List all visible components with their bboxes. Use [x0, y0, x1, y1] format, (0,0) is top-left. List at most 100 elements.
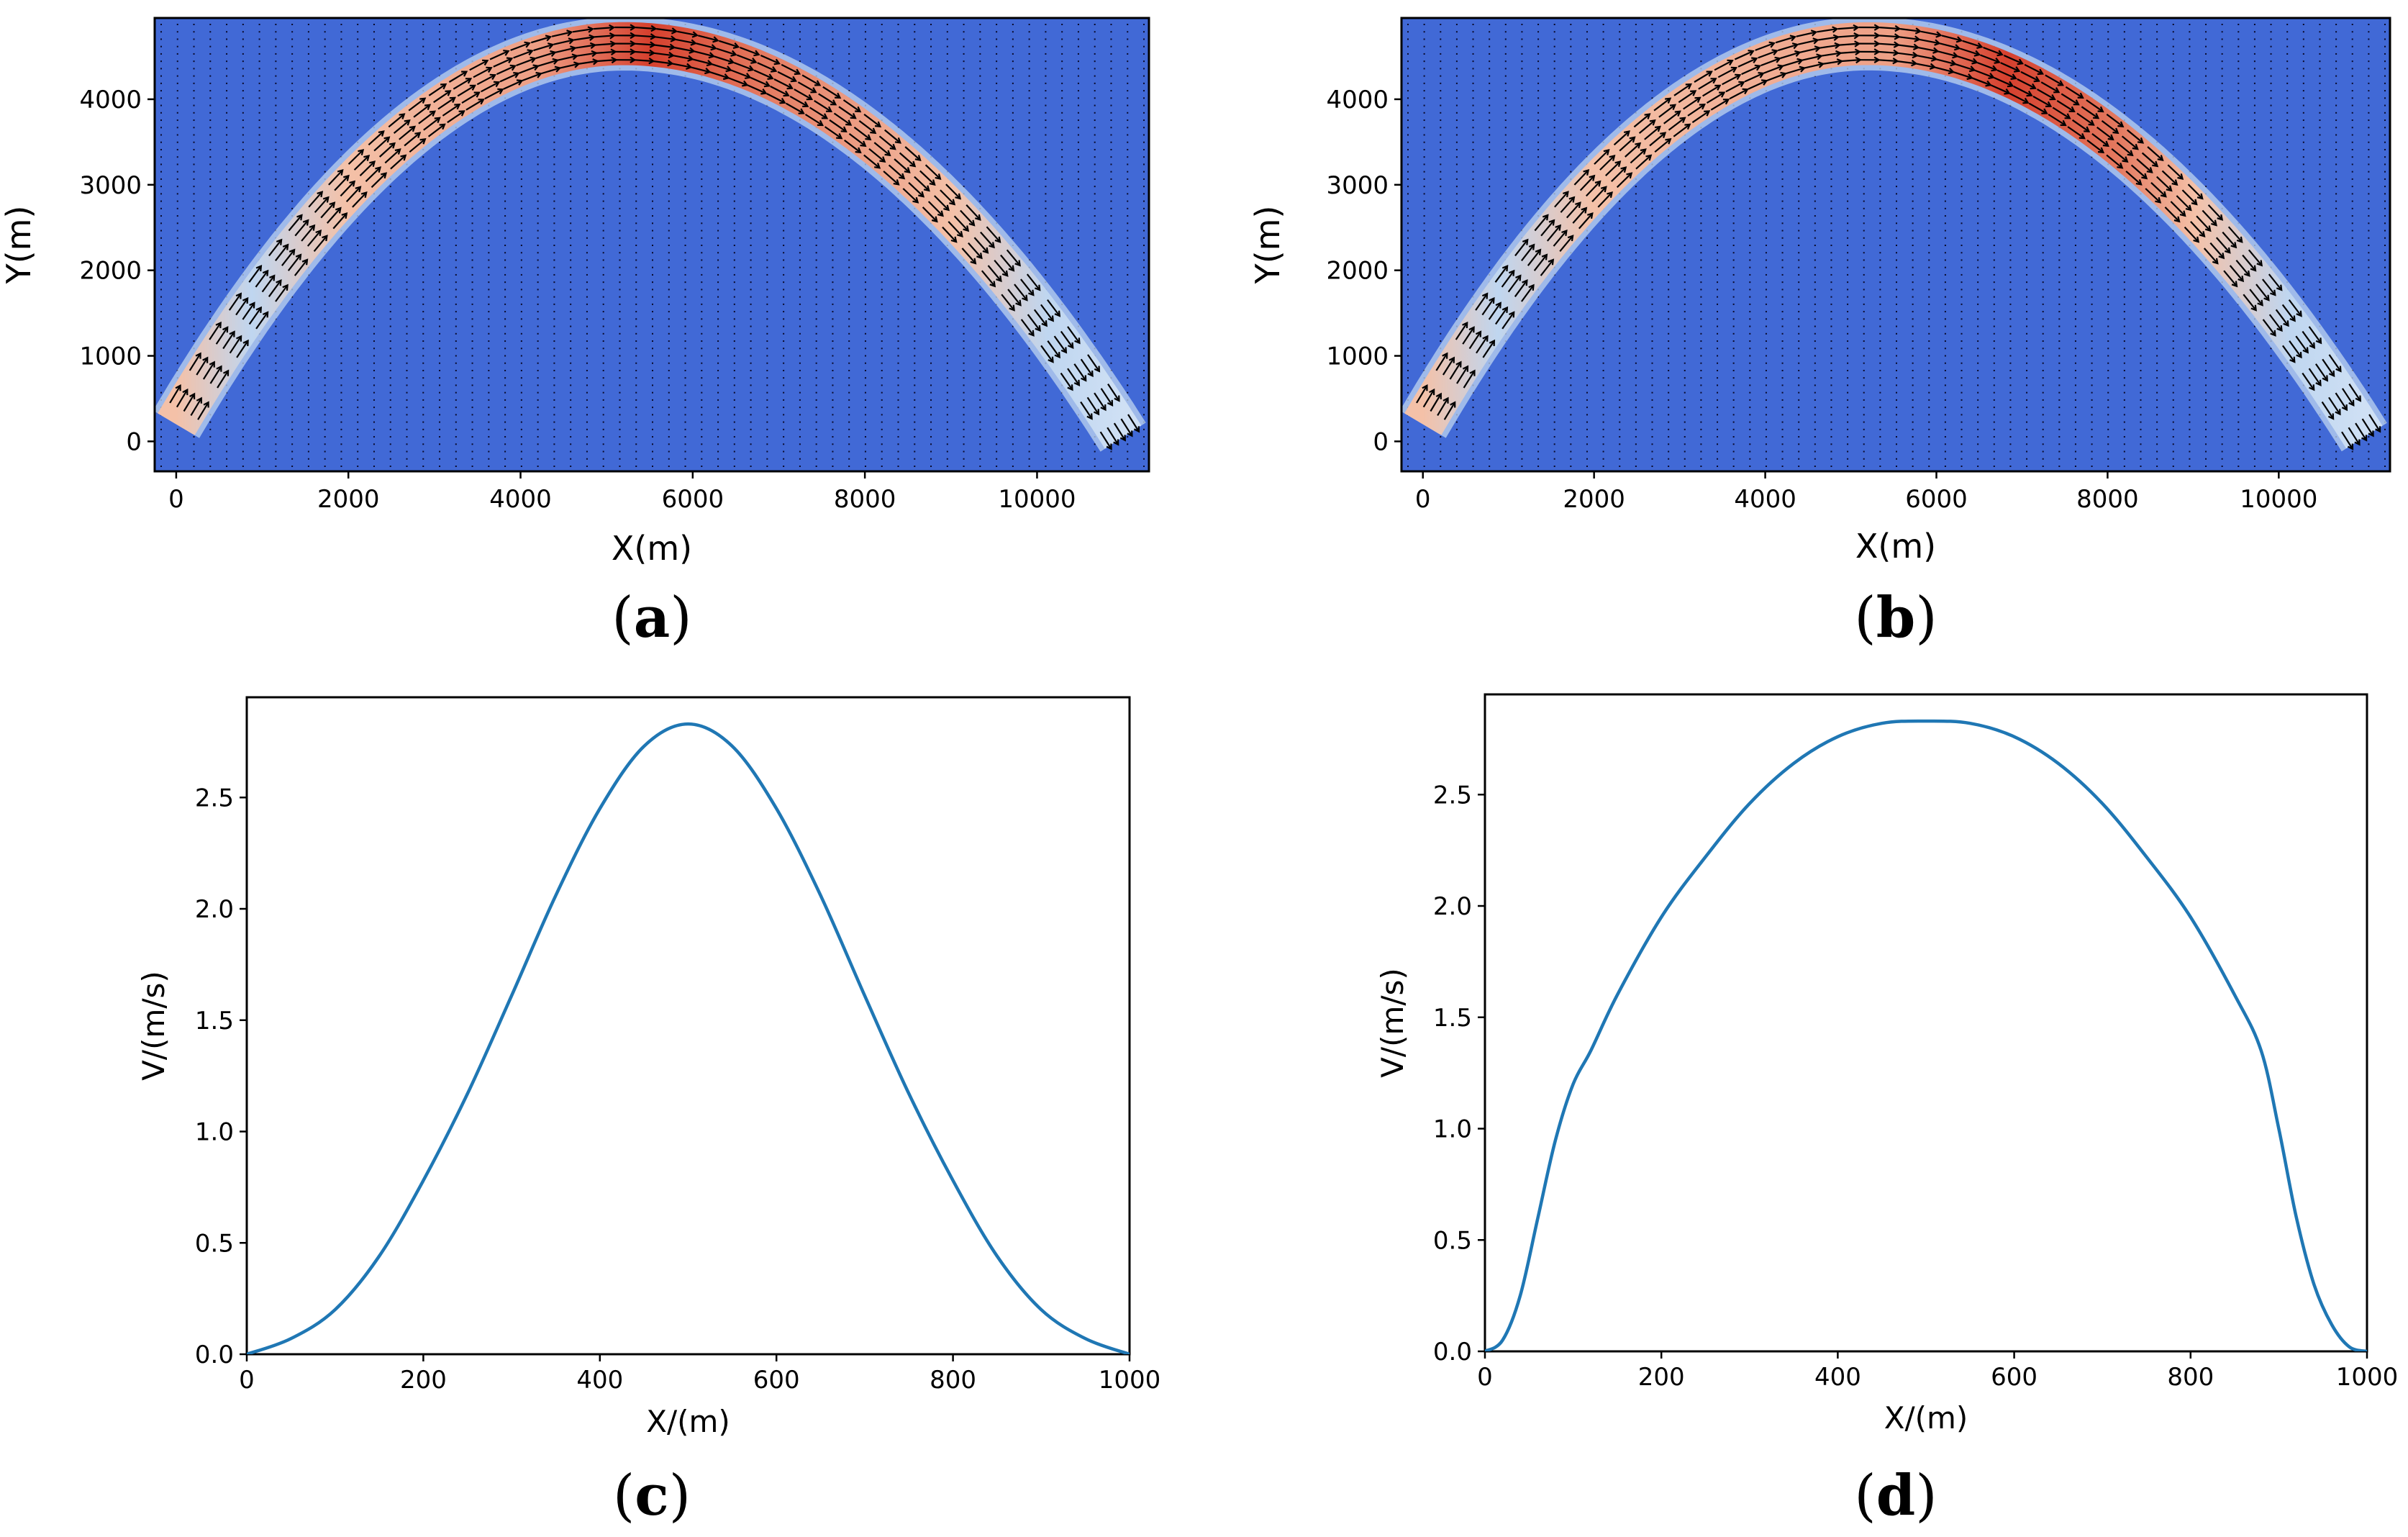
quiver-dot — [520, 24, 522, 25]
quiver-dot — [815, 377, 817, 379]
quiver-dot — [488, 112, 490, 114]
velocity-arrow — [899, 152, 916, 167]
quiver-dot — [357, 428, 359, 430]
quiver-dot — [1489, 369, 1491, 371]
quiver-dot — [1586, 340, 1588, 343]
quiver-dot — [1094, 60, 1096, 63]
quiver-dot — [1110, 112, 1112, 114]
quiver-dot — [1521, 428, 1523, 430]
quiver-dot — [389, 332, 391, 335]
quiver-dot — [733, 399, 735, 401]
velocity-arrow — [884, 129, 901, 144]
quiver-dot — [717, 332, 719, 335]
quiver-dot — [979, 134, 981, 136]
quiver-dot — [1472, 97, 1474, 99]
quiver-dot — [652, 311, 653, 313]
quiver-dot — [520, 200, 522, 202]
quiver-dot — [684, 112, 686, 114]
quiver-dot — [1407, 237, 1409, 239]
quiver-dot — [717, 281, 719, 284]
velocity-arrowhead — [1048, 356, 1054, 363]
quiver-dot — [750, 178, 752, 180]
quiver-dot — [1143, 436, 1145, 438]
quiver-dot — [1407, 355, 1409, 357]
quiver-dot — [226, 104, 228, 106]
velocity-arrowhead — [414, 132, 422, 138]
quiver-dot — [504, 443, 506, 445]
quiver-dot — [668, 407, 670, 409]
quiver-dot — [176, 450, 178, 453]
quiver-dot — [406, 215, 408, 217]
quiver-dot — [1423, 332, 1425, 335]
quiver-dot — [422, 75, 424, 77]
quiver-dot — [750, 207, 752, 209]
quiver-dot — [1553, 296, 1555, 298]
quiver-dot — [1061, 273, 1063, 276]
quiver-dot — [1489, 45, 1491, 47]
quiver-dot — [307, 186, 309, 188]
panel-b: 0 2000 4000 6000 8000 1000001000200030004000X… — [1248, 17, 2391, 650]
quiver-dot — [1489, 428, 1491, 430]
quiver-dot — [848, 60, 850, 63]
quiver-dot — [209, 428, 212, 430]
quiver-dot — [160, 311, 162, 313]
quiver-dot — [733, 332, 735, 335]
quiver-dot — [160, 466, 162, 467]
quiver-dot — [1045, 399, 1047, 401]
velocity-arrowhead — [296, 214, 303, 221]
quiver-dot — [1143, 318, 1145, 320]
quiver-dot — [1521, 31, 1523, 33]
quiver-dot — [602, 369, 604, 371]
quiver-dot — [963, 97, 965, 99]
quiver-dot — [586, 289, 588, 291]
quiver-dot — [1553, 119, 1555, 122]
quiver-dot — [979, 31, 981, 33]
quiver-dot — [504, 281, 506, 284]
y-tick-label: 2000 — [79, 257, 142, 286]
quiver-dot — [275, 171, 277, 173]
quiver-dot — [619, 458, 621, 460]
quiver-dot — [406, 318, 408, 320]
velocity-arrow — [829, 119, 847, 132]
velocity-arrowhead — [996, 276, 1002, 283]
quiver-dot — [881, 215, 883, 217]
quiver-dot — [1061, 141, 1063, 143]
quiver-dot — [733, 296, 735, 298]
quiver-dot — [1045, 127, 1047, 129]
quiver-dot — [996, 200, 998, 202]
quiver-dot — [373, 384, 375, 386]
quiver-dot — [1077, 193, 1079, 195]
quiver-dot — [537, 230, 539, 232]
quiver-dot — [1045, 230, 1047, 232]
quiver-dot — [1423, 193, 1425, 195]
quiver-dot — [553, 119, 555, 122]
quiver-dot — [881, 362, 883, 364]
quiver-dot — [1110, 127, 1112, 129]
quiver-dot — [914, 82, 916, 84]
quiver-dot — [963, 273, 965, 276]
velocity-arrowhead — [527, 49, 534, 55]
quiver-dot — [652, 332, 653, 335]
quiver-dot — [848, 230, 850, 232]
quiver-dot — [373, 230, 375, 232]
quiver-dot — [586, 75, 588, 77]
quiver-dot — [406, 193, 408, 195]
quiver-dot — [1489, 266, 1491, 268]
quiver-dot — [586, 119, 588, 122]
quiver-dot — [979, 193, 981, 195]
quiver-dot — [996, 178, 998, 180]
quiver-dot — [635, 325, 637, 327]
quiver-dot — [815, 68, 817, 70]
quiver-dot — [1472, 127, 1474, 129]
quiver-dot — [439, 53, 441, 55]
quiver-dot — [586, 141, 588, 143]
quiver-dot — [1553, 332, 1555, 335]
quiver-dot — [1012, 104, 1014, 106]
quiver-dot — [389, 193, 391, 195]
quiver-dot — [1127, 311, 1129, 313]
velocity-arrow — [513, 50, 533, 59]
quiver-dot — [946, 384, 948, 386]
quiver-dot — [324, 60, 326, 63]
quiver-dot — [1423, 68, 1425, 70]
quiver-dot — [1521, 391, 1523, 394]
